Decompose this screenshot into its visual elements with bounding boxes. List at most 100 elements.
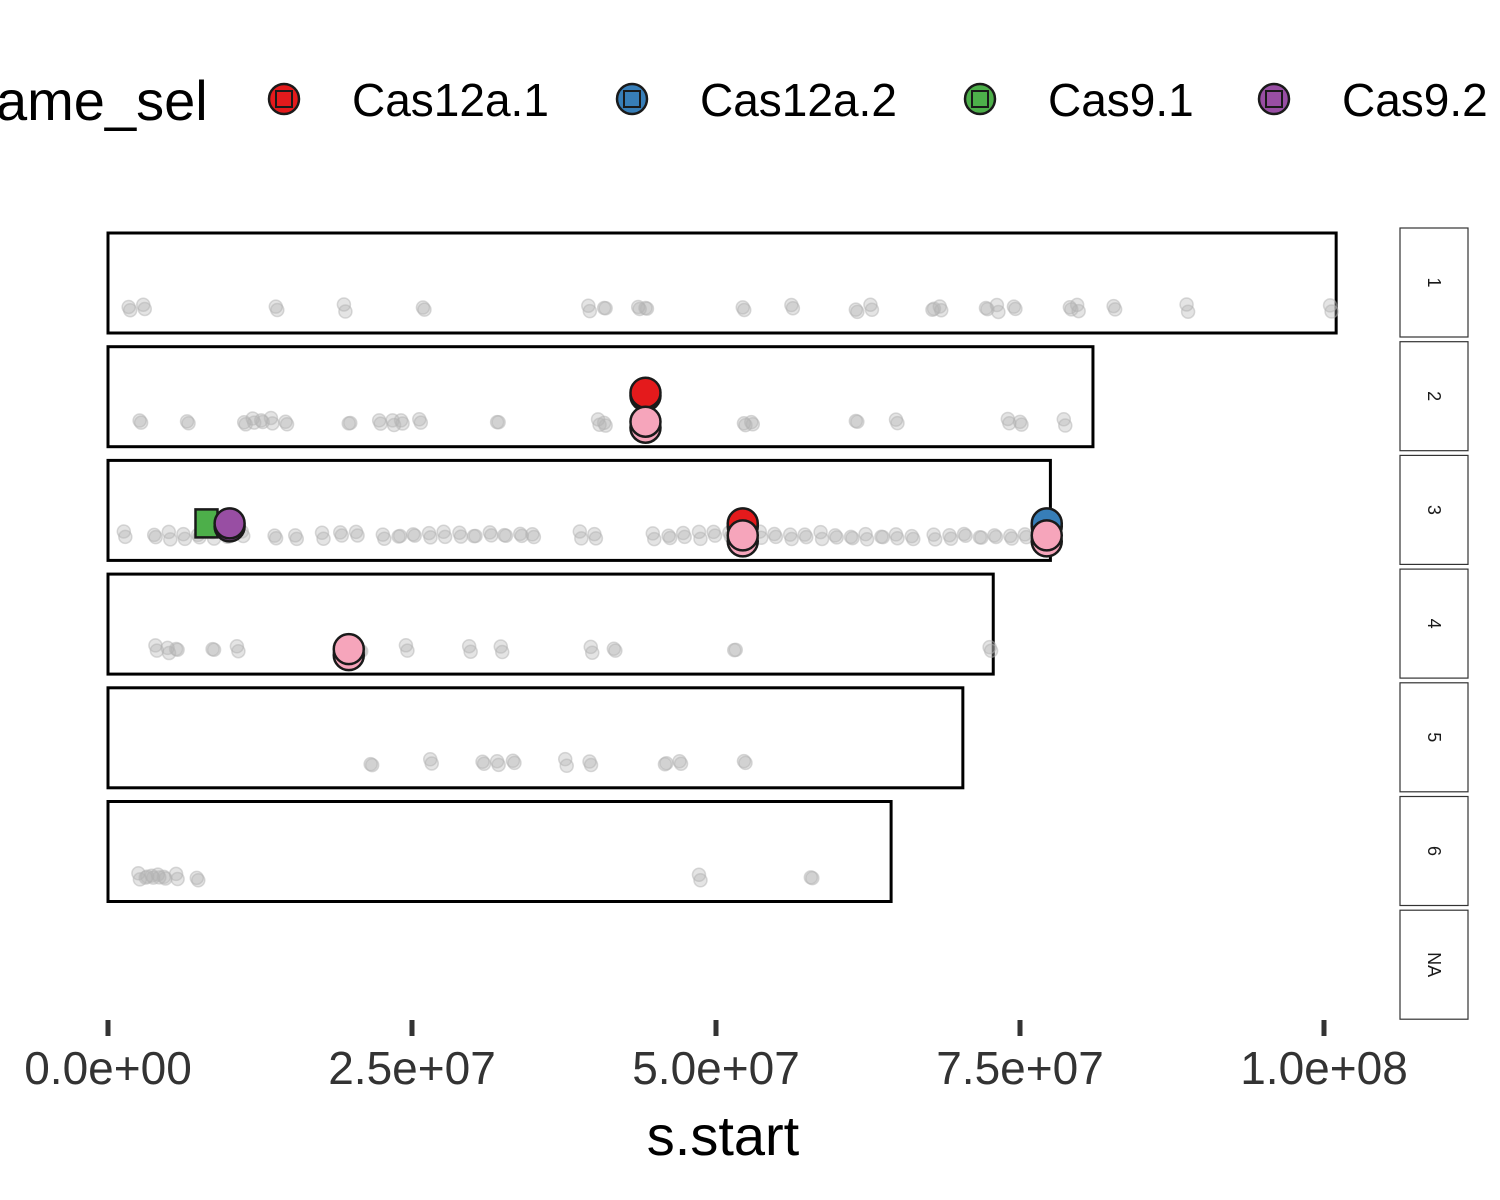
panel-3: 3 xyxy=(106,454,1469,565)
x-tick-label: 2.5e+07 xyxy=(328,1042,496,1094)
background-point xyxy=(491,757,506,773)
background-point xyxy=(974,530,989,545)
background-point xyxy=(875,529,891,545)
background-point xyxy=(890,415,905,431)
panel-5: 5 xyxy=(106,682,1469,793)
background-point xyxy=(581,298,596,313)
background-point xyxy=(407,528,422,543)
match-point xyxy=(332,632,366,666)
background-point xyxy=(498,528,514,543)
background-point xyxy=(437,529,453,545)
background-point xyxy=(608,643,623,658)
background-point xyxy=(864,302,880,318)
background-point xyxy=(263,410,279,426)
background-point xyxy=(639,301,655,316)
x-axis-title: s.start xyxy=(647,1104,800,1167)
background-point xyxy=(728,642,743,658)
background-point xyxy=(400,643,415,658)
background-point xyxy=(461,638,477,654)
background-point xyxy=(805,870,820,886)
background-point xyxy=(373,416,388,431)
background-point xyxy=(463,644,478,659)
background-point xyxy=(161,645,177,661)
panel-1: 1 xyxy=(106,227,1469,338)
panel-4: 4 xyxy=(106,568,1469,679)
background-point xyxy=(745,417,761,432)
background-point xyxy=(231,643,246,659)
highlight-point-cas9-2 xyxy=(213,507,246,540)
legend-key-square xyxy=(623,90,641,108)
background-point xyxy=(170,642,185,657)
panel-2: 2 xyxy=(106,341,1469,452)
background-point xyxy=(693,531,708,547)
background-point xyxy=(270,302,285,318)
background-point xyxy=(334,528,350,543)
background-point xyxy=(137,301,153,317)
background-point xyxy=(316,531,331,546)
background-point xyxy=(206,642,222,658)
background-point xyxy=(279,417,295,432)
x-tick-label: 0.0e+00 xyxy=(24,1042,192,1094)
facet-strip-1 xyxy=(1399,227,1469,338)
background-point xyxy=(1004,531,1020,546)
facet-strip-4 xyxy=(1399,568,1469,679)
background-point xyxy=(170,871,185,887)
background-point xyxy=(845,530,860,546)
background-point xyxy=(673,756,689,771)
background-point xyxy=(468,528,483,544)
legend-label: Cas9.2 xyxy=(1342,74,1488,126)
background-point xyxy=(338,304,353,319)
background-point xyxy=(850,304,865,320)
chromosome-bar-6 xyxy=(106,800,893,903)
x-axis: 0.0e+00 2.5e+07 5.0e+07 7.5e+07 1.0e+08 xyxy=(24,1020,1408,1094)
x-tick-label: 5.0e+07 xyxy=(632,1042,800,1094)
background-point xyxy=(133,415,149,430)
chromosome-bar-1 xyxy=(106,231,1338,335)
background-point xyxy=(647,531,662,547)
background-point xyxy=(933,302,949,318)
background-point xyxy=(423,530,438,545)
highlight-point-cas12a-1 xyxy=(629,376,662,409)
background-point xyxy=(484,528,499,543)
facet-strip-5 xyxy=(1399,682,1469,793)
background-point xyxy=(177,531,193,547)
panel-NA: NA xyxy=(1399,909,1469,1020)
match-point xyxy=(1030,519,1064,552)
background-point xyxy=(1324,304,1339,319)
background-point xyxy=(574,531,589,546)
legend: ame_sel Cas12a.1 Cas12a.2 Cas9.1 Cas9.2 xyxy=(0,69,1488,132)
background-point xyxy=(598,418,613,433)
background-point xyxy=(1071,303,1086,319)
background-point xyxy=(417,302,432,317)
background-point xyxy=(850,414,865,430)
background-point xyxy=(768,529,784,545)
x-tick-label: 1.0e+08 xyxy=(1240,1042,1408,1094)
background-point xyxy=(1180,304,1196,319)
background-point xyxy=(588,531,604,546)
background-point xyxy=(1058,418,1073,433)
background-point xyxy=(906,531,921,547)
background-point xyxy=(814,531,830,547)
background-point xyxy=(799,529,814,545)
facet-strip-2 xyxy=(1399,341,1469,452)
background-point xyxy=(424,756,439,771)
background-point xyxy=(191,873,206,888)
background-point xyxy=(453,529,469,544)
background-point xyxy=(659,755,674,771)
background-point xyxy=(495,644,510,660)
background-point xyxy=(1008,301,1023,317)
facet-strip-label: 4 xyxy=(1424,619,1444,629)
background-point xyxy=(983,643,999,659)
background-point xyxy=(493,639,509,654)
chromosome-bar-4 xyxy=(106,572,995,676)
background-point xyxy=(122,302,138,318)
background-point xyxy=(118,529,133,545)
background-point xyxy=(927,532,943,547)
background-point xyxy=(958,528,973,543)
background-point xyxy=(163,532,178,547)
chromosome-bar-5 xyxy=(106,686,965,790)
background-point xyxy=(392,528,408,544)
background-point xyxy=(598,301,613,316)
facet-strip-label: 1 xyxy=(1424,277,1444,287)
background-point xyxy=(890,530,905,546)
